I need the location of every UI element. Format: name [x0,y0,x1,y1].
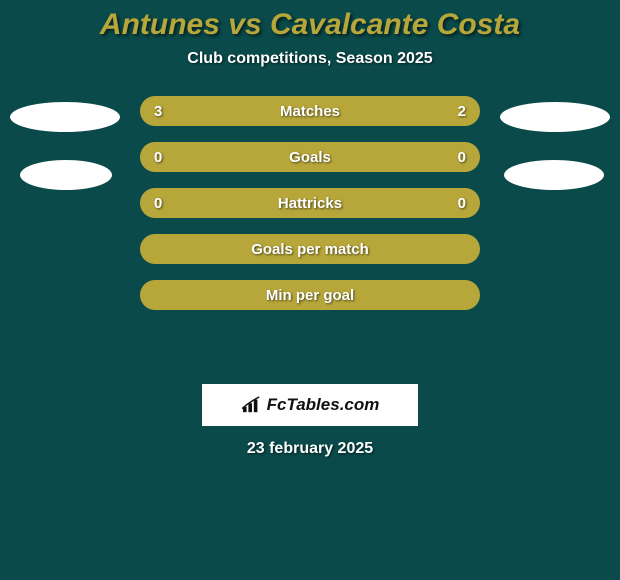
comparison-card: Antunes vs Cavalcante Costa Club competi… [0,0,620,458]
stat-row: 3 Matches 2 [140,96,480,126]
bar-chart-icon [241,396,263,414]
stat-row: 0 Goals 0 [140,142,480,172]
stat-label: Hattricks [278,195,342,212]
stat-row: Goals per match [140,234,480,264]
stat-left-value: 0 [154,149,162,166]
branding-text: FcTables.com [267,395,380,415]
subtitle: Club competitions, Season 2025 [0,50,620,68]
stat-label: Matches [280,103,340,120]
stat-left-value: 0 [154,195,162,212]
left-ellipse [20,160,112,190]
right-ellipse [504,160,604,190]
stat-label: Min per goal [266,287,354,304]
right-ellipse [500,102,610,132]
branding-box: FcTables.com [202,384,418,426]
page-title: Antunes vs Cavalcante Costa [0,8,620,42]
stats-area: 3 Matches 2 0 Goals 0 0 Hattricks 0 Goals per mat… [0,96,620,364]
stat-right-value: 0 [458,149,466,166]
right-player-col [500,96,610,364]
stat-label: Goals [289,149,331,166]
date-label: 23 february 2025 [0,440,620,458]
stat-left-value: 3 [154,103,162,120]
stat-row: 0 Hattricks 0 [140,188,480,218]
stat-right-value: 2 [458,103,466,120]
left-ellipse [10,102,120,132]
stat-rows: 3 Matches 2 0 Goals 0 0 Hattricks 0 Goals per mat… [140,96,480,364]
stat-label: Goals per match [251,241,369,258]
stat-right-value: 0 [458,195,466,212]
left-player-col [10,96,120,364]
stat-row: Min per goal [140,280,480,310]
